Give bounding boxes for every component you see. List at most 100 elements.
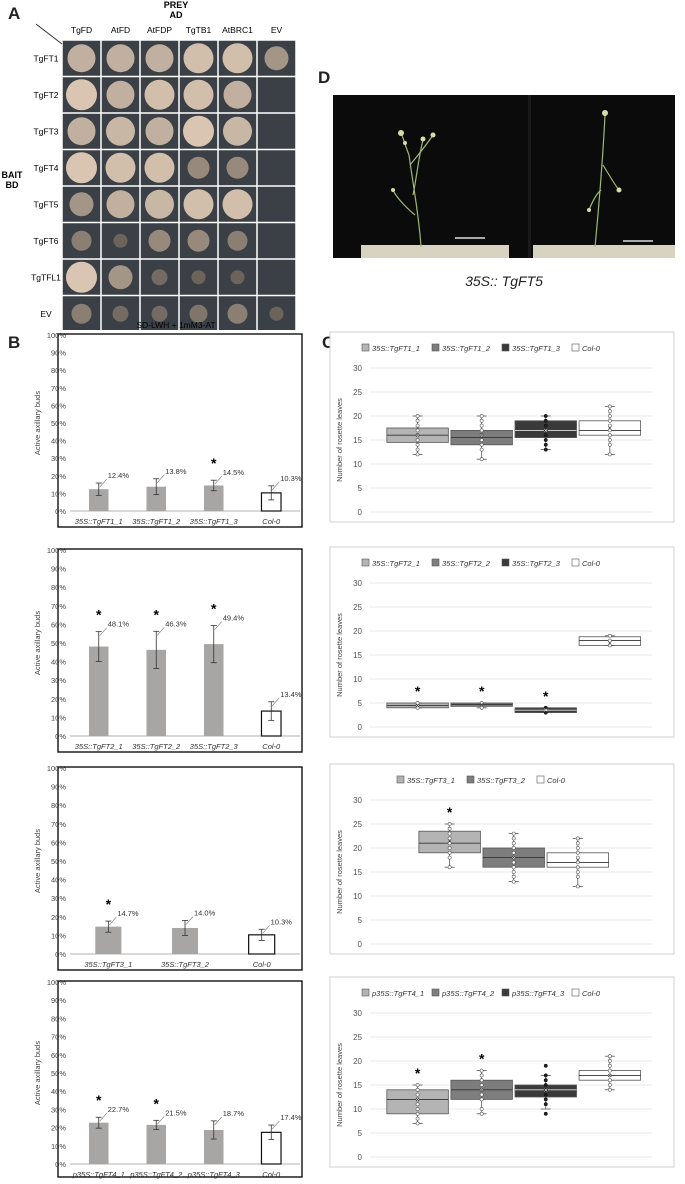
y-tick-label: 10 bbox=[353, 892, 362, 901]
data-point bbox=[415, 1116, 420, 1121]
data-label: 14.7% bbox=[117, 909, 139, 918]
y-tick-label: 30 bbox=[353, 364, 362, 373]
data-label: 48.1% bbox=[108, 620, 130, 629]
y-tick-label: 0% bbox=[55, 507, 66, 516]
panel-label-a: A bbox=[8, 4, 21, 23]
mean-marker: × bbox=[544, 1087, 548, 1094]
mean-marker: × bbox=[608, 641, 612, 648]
yeast-colony bbox=[183, 79, 214, 110]
y-tick-label: 15 bbox=[353, 1081, 362, 1090]
y-tick-label: 70% bbox=[51, 820, 66, 829]
legend-entry: 35S::TgFT3_2 bbox=[477, 776, 526, 785]
bar bbox=[203, 485, 224, 511]
data-point bbox=[479, 418, 484, 423]
data-point bbox=[575, 874, 580, 879]
data-point bbox=[607, 1063, 612, 1068]
legend-entry: Col-0 bbox=[547, 776, 566, 785]
data-point bbox=[479, 1107, 484, 1111]
data-point bbox=[415, 452, 420, 457]
yeast-colony bbox=[106, 190, 135, 219]
label-leader bbox=[109, 916, 117, 926]
data-point bbox=[511, 846, 516, 850]
yeast-colony bbox=[113, 233, 128, 248]
x-tick-label: p35S::TgFT4_3 bbox=[187, 1170, 241, 1179]
yeast-colony bbox=[227, 230, 248, 251]
y-tick-label: 60% bbox=[51, 401, 66, 410]
data-point bbox=[575, 860, 580, 865]
yeast-colony bbox=[144, 152, 175, 183]
data-point bbox=[479, 1092, 484, 1097]
data-point bbox=[607, 643, 612, 648]
x-tick-label: 35S::TgFT1_3 bbox=[190, 517, 239, 526]
x-tick-label: 35S::TgFT3_1 bbox=[84, 960, 132, 969]
legend-swatch bbox=[361, 988, 370, 997]
plant-photo-drawing bbox=[333, 95, 675, 258]
y-tick-label: 80% bbox=[51, 1014, 66, 1023]
legend-swatch bbox=[501, 558, 510, 567]
data-point bbox=[415, 433, 420, 438]
data-point bbox=[511, 831, 516, 836]
data-label: 14.0% bbox=[194, 909, 216, 918]
bar bbox=[88, 1122, 109, 1164]
yeast-colony bbox=[183, 189, 214, 220]
data-point bbox=[607, 442, 612, 447]
data-point bbox=[543, 1083, 548, 1087]
data-point bbox=[607, 1083, 612, 1087]
label-leader bbox=[99, 1113, 107, 1122]
plate-cell bbox=[257, 77, 296, 113]
x-tick-label: Col-0 bbox=[253, 960, 272, 969]
yeast-colony bbox=[67, 44, 96, 73]
y-tick-label: 40% bbox=[51, 876, 66, 885]
label-leader bbox=[214, 1116, 222, 1126]
data-point bbox=[479, 701, 484, 705]
data-point bbox=[415, 423, 420, 428]
significance-asterisk: * bbox=[96, 1092, 102, 1108]
yeast-colony bbox=[71, 303, 92, 324]
significance-asterisk: * bbox=[211, 601, 217, 617]
bait-row-label: TgFT1 bbox=[33, 53, 58, 63]
data-point bbox=[447, 850, 452, 855]
y-tick-label: 90% bbox=[51, 783, 66, 792]
y-tick-label: 20 bbox=[353, 1057, 362, 1066]
bar-chart-tgft1: 0% 10% 20% 30% 40% 50% 60% 70% 80% 90% 100% Active … bbox=[33, 331, 303, 528]
y-tick-label: 20% bbox=[51, 695, 66, 704]
data-point bbox=[479, 705, 484, 710]
y-tick-label: 0 bbox=[358, 1153, 363, 1162]
data-point bbox=[543, 442, 548, 447]
plant-photo-caption: 35S:: TgFT5 bbox=[465, 273, 543, 289]
data-label: 14.5% bbox=[223, 468, 245, 477]
plate-cell bbox=[257, 223, 296, 259]
bar bbox=[203, 1129, 224, 1164]
data-point bbox=[575, 870, 580, 874]
legend-entry: Col-0 bbox=[582, 559, 601, 568]
data-point bbox=[575, 865, 580, 870]
y-tick-label: 50% bbox=[51, 419, 66, 428]
yeast-colony bbox=[222, 189, 253, 220]
data-point bbox=[479, 1078, 484, 1083]
yeast-colony bbox=[187, 229, 210, 252]
mean-marker: × bbox=[608, 1073, 612, 1080]
significance-asterisk: * bbox=[415, 683, 421, 699]
y-tick-label: 100% bbox=[47, 764, 67, 773]
y-tick-label: 5 bbox=[358, 484, 363, 493]
data-point bbox=[575, 841, 580, 846]
prey-column-label: AtFDP bbox=[147, 25, 172, 35]
data-point bbox=[543, 423, 548, 428]
data-point bbox=[479, 447, 484, 452]
data-label: 10.3% bbox=[280, 474, 302, 483]
data-point bbox=[479, 1083, 484, 1087]
legend-entry: 35S::TgFT1_1 bbox=[372, 344, 420, 353]
y-tick-label: 25 bbox=[353, 820, 362, 829]
label-leader bbox=[272, 1120, 280, 1130]
chart-frame bbox=[57, 980, 303, 1178]
mean-marker: × bbox=[576, 858, 580, 865]
data-point bbox=[511, 855, 516, 860]
panel-label-b: B bbox=[8, 333, 21, 352]
data-point bbox=[575, 850, 580, 855]
legend-entry: 35S::TgFT2_2 bbox=[442, 559, 491, 568]
y-tick-label: 25 bbox=[353, 1033, 362, 1042]
prey-column-label: TgFD bbox=[71, 25, 92, 35]
legend-swatch bbox=[501, 343, 510, 352]
y-tick-label: 10% bbox=[51, 489, 66, 498]
data-point bbox=[511, 865, 516, 870]
